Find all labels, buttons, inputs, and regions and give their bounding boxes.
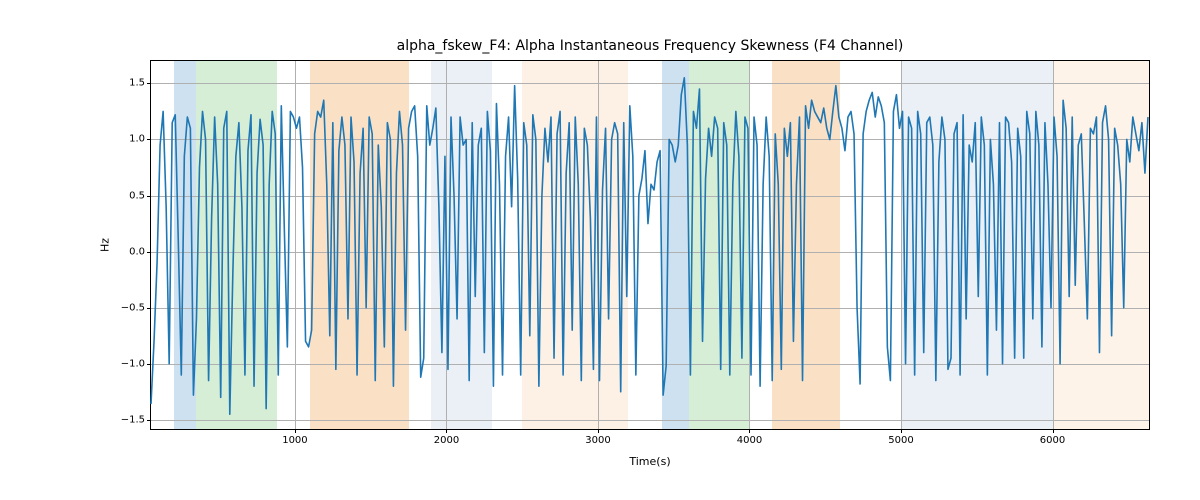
x-tick-label: 5000 xyxy=(888,429,913,446)
x-tick-label: 2000 xyxy=(434,429,459,446)
y-tick-label: 1.5 xyxy=(129,78,151,89)
y-tick-label: 1.0 xyxy=(129,134,151,145)
series-layer xyxy=(151,61,1151,431)
y-tick-label: −1.0 xyxy=(121,358,151,369)
y-tick-label: 0.5 xyxy=(129,190,151,201)
x-axis-label: Time(s) xyxy=(150,455,1150,468)
y-tick-label: −1.5 xyxy=(121,414,151,425)
x-tick-label: 3000 xyxy=(585,429,610,446)
y-axis-label: Hz xyxy=(99,238,112,252)
chart-title: alpha_fskew_F4: Alpha Instantaneous Freq… xyxy=(150,38,1150,54)
plot-area: −1.5−1.0−0.50.00.51.01.5 100020003000400… xyxy=(150,60,1150,430)
y-tick-label: 0.0 xyxy=(129,246,151,257)
x-tick-label: 4000 xyxy=(737,429,762,446)
series-line xyxy=(151,78,1148,414)
y-tick-label: −0.5 xyxy=(121,302,151,313)
x-tick-label: 1000 xyxy=(282,429,307,446)
x-tick-label: 6000 xyxy=(1040,429,1065,446)
figure: alpha_fskew_F4: Alpha Instantaneous Freq… xyxy=(0,0,1200,500)
